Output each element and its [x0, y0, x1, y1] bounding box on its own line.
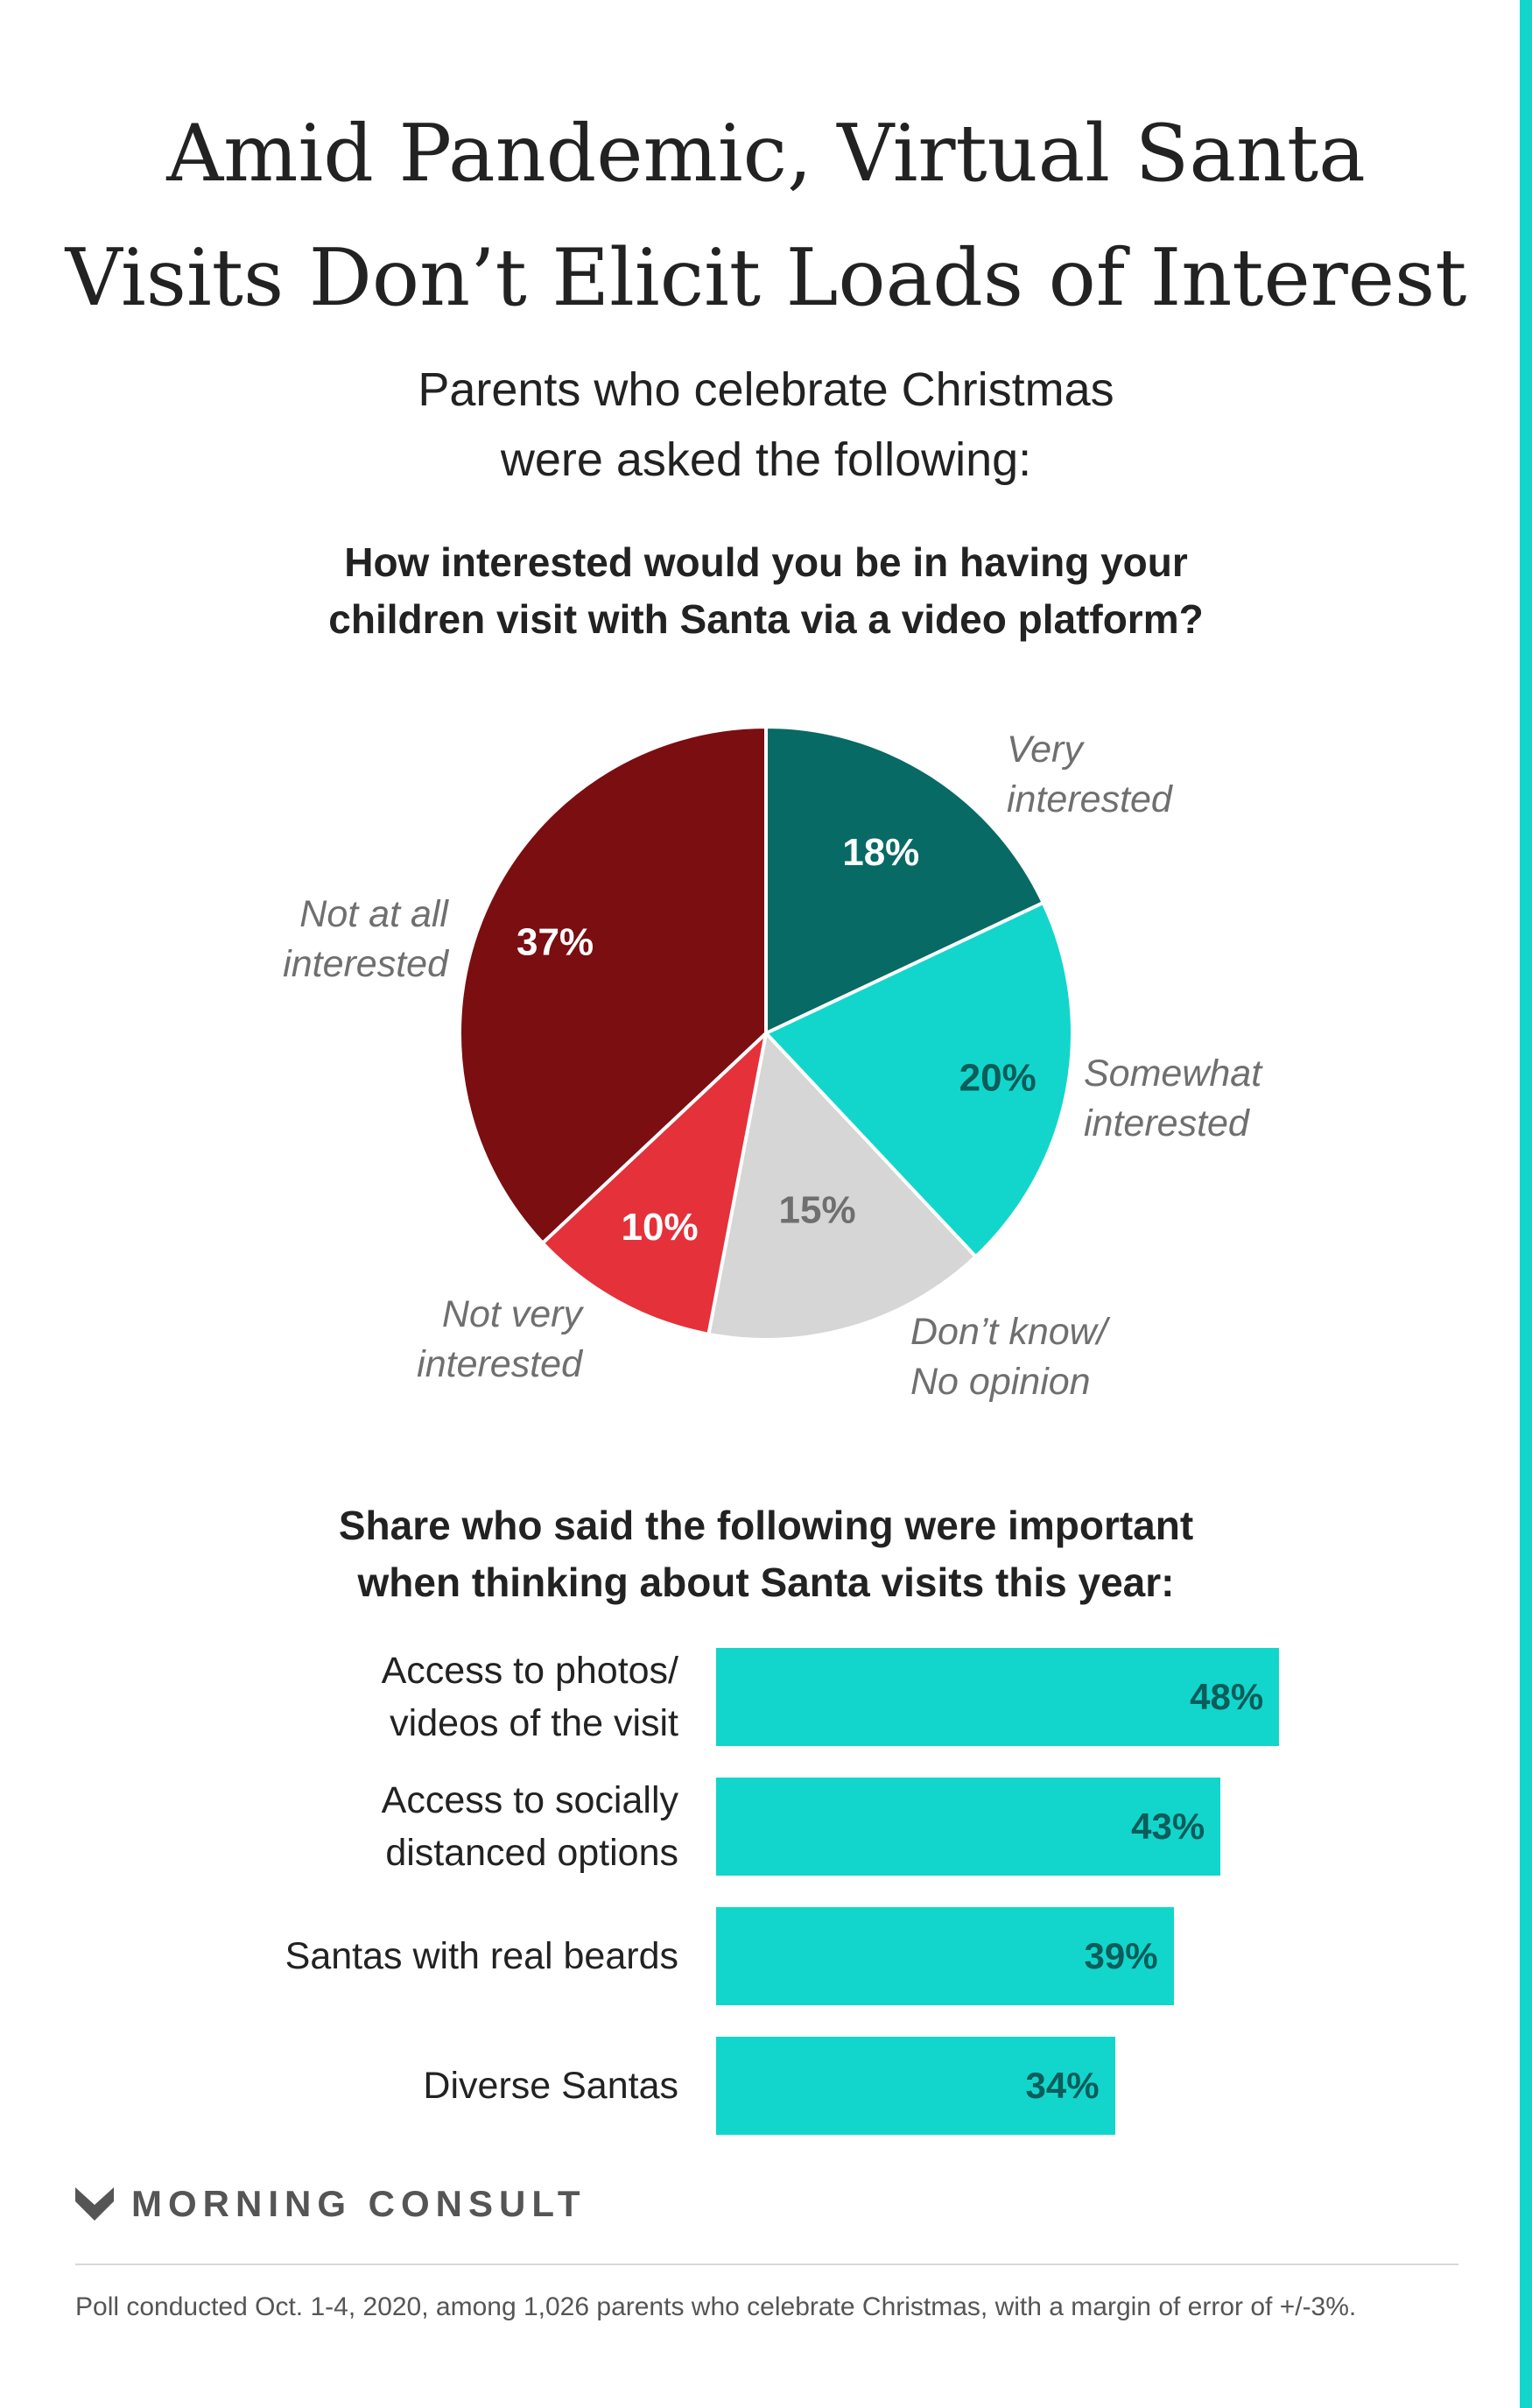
- pie-value-label: 10%: [622, 1206, 699, 1249]
- pie-question: How interested would you be in having yo…: [0, 534, 1532, 648]
- logo-text: MORNING CONSULT: [131, 2183, 587, 2224]
- bar-value-label: 39%: [1084, 1935, 1158, 1976]
- pie-category-label: Not at all interested: [283, 893, 450, 985]
- bar-row: Access to photos/ videos of the visit 48%: [0, 1648, 1532, 1746]
- pie-question-line-2: children visit with Santa via a video pl…: [328, 596, 1204, 642]
- bar-value-label: 48%: [1190, 1676, 1264, 1717]
- page-title: Amid Pandemic, Virtual Santa Visits Don’…: [65, 108, 1467, 324]
- morning-consult-logo-icon: [75, 2187, 114, 2221]
- pie-slice: [764, 725, 1045, 1035]
- accent-bar: [1520, 0, 1532, 2408]
- brand-logo: MORNING CONSULT: [75, 2182, 587, 2226]
- bar: 48%: [716, 1648, 1280, 1746]
- pie-category-label: Not very interested: [417, 1293, 584, 1385]
- pie-category-label: Don’t know/No opinion: [910, 1311, 1111, 1403]
- bar-category-label: Access to photos/ videos of the visit: [381, 1650, 678, 1744]
- pie-category-label: Somewhat interested: [1084, 1053, 1263, 1144]
- bar-category-label: Access to socially distanced options: [381, 1779, 678, 1874]
- pie-value-label: 20%: [959, 1056, 1037, 1099]
- footnote: Poll conducted Oct. 1-4, 2020, among 1,0…: [75, 2292, 1357, 2321]
- pie-chart: 18% 20% 15% 10% 37% Very interested Somewhat in…: [283, 725, 1263, 1403]
- pie-value-label: 15%: [779, 1189, 856, 1232]
- divider: [75, 2264, 1458, 2265]
- bar-question: Share who said the following were import…: [0, 1497, 1532, 1611]
- bar: 34%: [716, 2037, 1115, 2135]
- bar-value-label: 34%: [1025, 2065, 1100, 2106]
- pie-slice: [540, 1031, 768, 1336]
- subtitle: Parents who celebrate Christmas were ask…: [0, 355, 1532, 495]
- bar-question-line-2: when thinking about Santa visits this ye…: [357, 1560, 1175, 1605]
- pie-question-line-1: How interested would you be in having yo…: [344, 539, 1188, 585]
- bar-question-line-1: Share who said the following were import…: [338, 1503, 1194, 1548]
- pie-category-label: Very interested: [1007, 729, 1174, 820]
- bar: 43%: [716, 1778, 1221, 1876]
- bar-value-label: 43%: [1131, 1806, 1205, 1847]
- pie-value-label: 37%: [517, 921, 594, 964]
- pie-slice: [706, 1031, 978, 1341]
- bar-row: Access to socially distanced options 43%: [0, 1778, 1532, 1876]
- pie-slice: [458, 725, 768, 1245]
- subtitle-line-1: Parents who celebrate Christmas: [418, 363, 1114, 416]
- subtitle-line-2: were asked the following:: [500, 433, 1032, 486]
- bar-category-label: Santas with real beards: [285, 1935, 678, 1977]
- bar-row: Santas with real beards 39%: [0, 1907, 1532, 2005]
- bar-category-label: Diverse Santas: [423, 2065, 678, 2107]
- pie-slice: [764, 900, 1074, 1259]
- bar-row: Diverse Santas 34%: [0, 2037, 1532, 2135]
- pie-value-label: 18%: [842, 831, 919, 874]
- bar: 39%: [716, 1907, 1174, 2005]
